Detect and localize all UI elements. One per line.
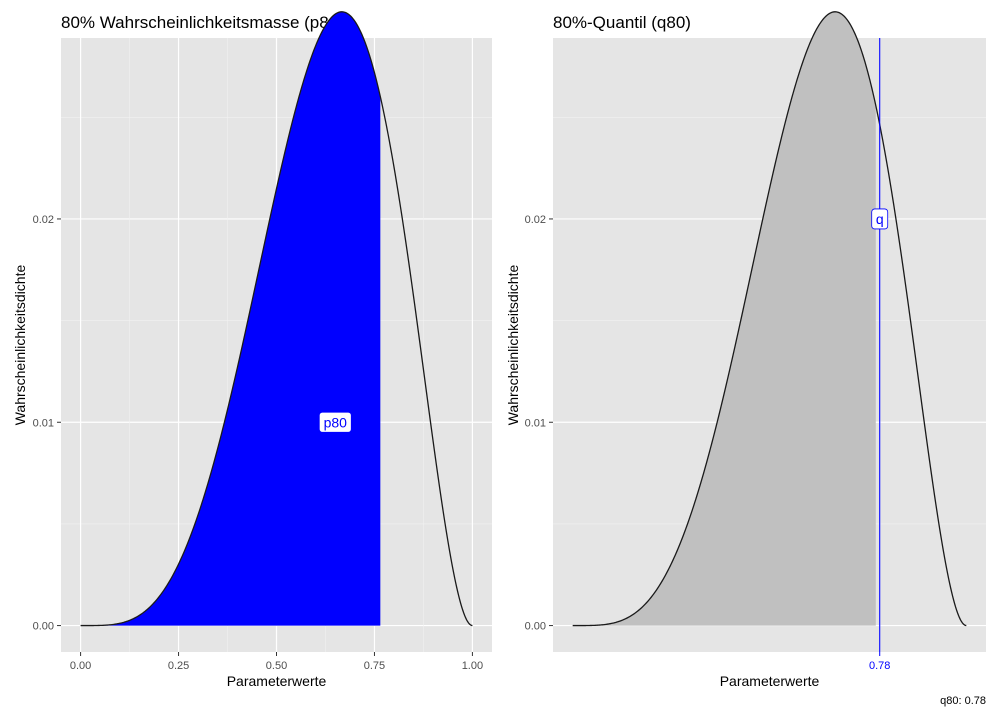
shaded-area [80, 11, 381, 626]
x-tick-label: 0.75 [364, 660, 385, 672]
left-marks: p80 [80, 11, 473, 627]
y-tick-label: 0.02 [525, 214, 546, 226]
x-tick-label: 1.00 [462, 660, 483, 672]
x-tick-label: 0.50 [266, 660, 287, 672]
annotation-label: q [876, 211, 884, 227]
x-tick-label: 0.00 [70, 660, 91, 672]
left-chart-title: 80% Wahrscheinlichkeitsmasse (p80) [61, 13, 344, 32]
y-tick-label: 0.01 [525, 417, 546, 429]
left-x-axis-label: Parameterwerte [227, 673, 327, 689]
x-tick-label: 0.25 [168, 660, 189, 672]
y-tick-label: 0.02 [33, 214, 54, 226]
shaded-area [572, 11, 876, 626]
density-curve [80, 11, 473, 627]
right-panel: 80%-Quantil (q80) q 0.00 0.01 0.02 0.78 Par… [505, 11, 986, 689]
y-tick-label: 0.00 [525, 621, 546, 633]
x-tick-label: 0.78 [869, 660, 890, 672]
left-tick-labels: 0.00 0.01 0.02 0.00 0.25 0.50 0.75 1.00 [33, 214, 484, 672]
right-y-axis-label: Wahrscheinlichkeitsdichte [505, 265, 521, 426]
y-tick-label: 0.00 [33, 621, 54, 633]
quantile-caption: q80: 0.78 [940, 695, 986, 707]
right-tick-labels: 0.00 0.01 0.02 0.78 [525, 214, 891, 672]
annotation-box [871, 208, 889, 230]
left-y-axis-label: Wahrscheinlichkeitsdichte [12, 265, 28, 426]
right-chart-title: 80%-Quantil (q80) [553, 13, 691, 32]
annotation-label: p80 [324, 414, 348, 430]
right-x-axis-label: Parameterwerte [720, 673, 820, 689]
annotation-box [318, 411, 352, 433]
density-curve [572, 11, 967, 627]
right-marks: q [572, 11, 967, 652]
left-panel: 80% Wahrscheinlichkeitsmasse (p80) p80 0… [12, 11, 492, 689]
y-tick-label: 0.01 [33, 417, 54, 429]
